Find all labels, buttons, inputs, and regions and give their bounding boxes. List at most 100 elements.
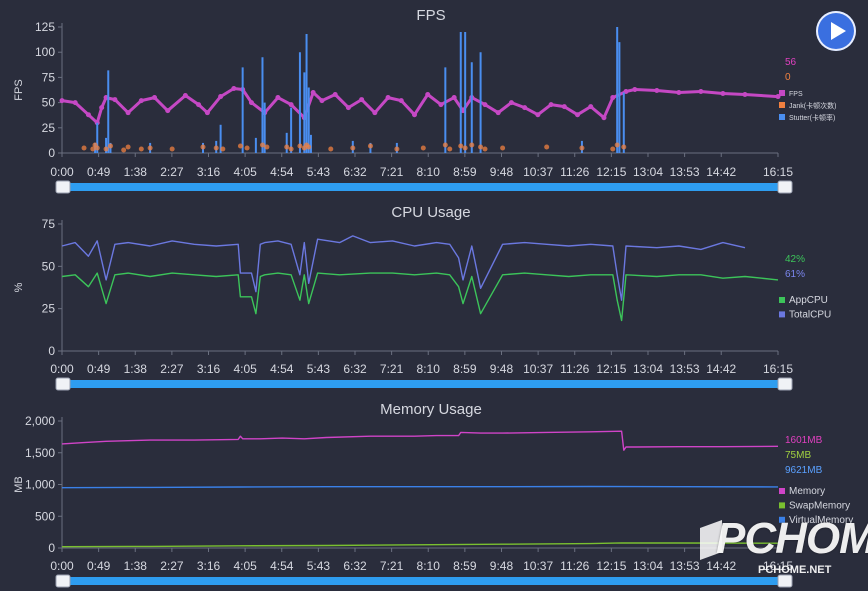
- fps-point: [125, 110, 131, 116]
- x-tick-label: 7:21: [380, 362, 404, 376]
- jank-marker: [469, 142, 475, 148]
- fps-point: [72, 100, 78, 106]
- jank-marker: [482, 146, 488, 152]
- x-tick-label: 16:15: [763, 559, 793, 573]
- jank-marker: [478, 144, 484, 150]
- jank-marker: [237, 143, 243, 149]
- x-tick-label: 8:10: [417, 165, 441, 179]
- jank-marker: [544, 144, 550, 150]
- x-tick-label: 16:15: [763, 165, 793, 179]
- fps-point: [548, 102, 554, 108]
- x-tick-label: 13:04: [633, 362, 663, 376]
- x-tick-label: 0:49: [87, 559, 111, 573]
- jank-marker: [350, 145, 356, 151]
- current-value: 42%: [785, 254, 805, 265]
- jank-marker: [328, 146, 334, 152]
- series-line: [61, 87, 779, 125]
- fps-point: [182, 93, 188, 99]
- fps-point: [332, 92, 338, 98]
- series-line: [61, 235, 746, 301]
- x-tick-label: 6:32: [343, 559, 367, 573]
- play-icon: [831, 22, 846, 40]
- fps-point: [248, 100, 254, 106]
- x-tick-label: 8:59: [453, 362, 477, 376]
- range-slider-handle-left[interactable]: [55, 180, 71, 194]
- legend-swatch: [779, 90, 785, 96]
- x-tick-label: 3:16: [197, 559, 221, 573]
- fps-point: [138, 98, 144, 104]
- x-tick-label: 0:00: [50, 165, 74, 179]
- x-tick-label: 11:26: [560, 362, 589, 376]
- jank-marker: [147, 145, 153, 151]
- x-tick-label: 8:10: [417, 559, 441, 573]
- x-tick-label: 13:53: [670, 165, 700, 179]
- range-slider-handle-left[interactable]: [55, 377, 71, 391]
- legend-label: TotalCPU: [789, 309, 831, 320]
- fps-point: [654, 88, 660, 94]
- y-tick-label: 50: [42, 259, 56, 273]
- jank-marker: [121, 147, 127, 153]
- range-slider-handle-left[interactable]: [55, 574, 71, 588]
- fps-point: [218, 94, 224, 100]
- x-tick-label: 4:05: [233, 165, 257, 179]
- fps-point: [425, 92, 431, 98]
- jank-marker: [213, 145, 219, 151]
- jank-marker: [610, 146, 616, 152]
- jank-marker: [90, 146, 96, 152]
- fps-point: [165, 108, 171, 114]
- fps-point: [59, 98, 65, 104]
- x-tick-label: 4:05: [233, 559, 257, 573]
- jank-marker: [220, 146, 226, 152]
- fps-point: [588, 104, 594, 110]
- jank-marker: [297, 143, 303, 149]
- x-tick-label: 12:15: [596, 362, 626, 376]
- jank-marker: [264, 144, 270, 150]
- x-tick-label: 8:59: [453, 165, 477, 179]
- x-tick-label: 0:49: [87, 362, 111, 376]
- jank-marker: [244, 145, 250, 151]
- x-tick-label: 1:38: [124, 559, 148, 573]
- fps-point: [152, 95, 158, 101]
- range-slider-handle-right[interactable]: [777, 180, 793, 194]
- x-tick-label: 13:53: [670, 559, 700, 573]
- series-line: [61, 485, 779, 489]
- y-tick-label: 50: [42, 96, 56, 110]
- fps-point: [742, 92, 748, 98]
- jank-marker: [447, 146, 453, 152]
- range-slider-handle-right[interactable]: [777, 574, 793, 588]
- jank-marker: [94, 145, 100, 151]
- y-axis-label: %: [13, 282, 25, 292]
- jank-marker: [169, 146, 175, 152]
- current-value: 61%: [785, 269, 805, 280]
- legend-label: VirtualMemory: [789, 515, 853, 526]
- fps-point: [275, 95, 281, 101]
- y-tick-label: 500: [35, 509, 55, 523]
- x-tick-label: 14:42: [706, 362, 736, 376]
- fps-point: [385, 95, 391, 101]
- x-tick-label: 3:16: [197, 362, 221, 376]
- fps-point: [522, 105, 528, 111]
- x-tick-label: 4:54: [270, 559, 294, 573]
- y-tick-label: 0: [48, 541, 55, 555]
- legend-label: Stutter(卡顿率): [789, 113, 835, 122]
- x-tick-label: 14:42: [706, 559, 736, 573]
- jank-marker: [259, 142, 265, 148]
- legend-label: Jank(卡顿次数): [789, 101, 836, 110]
- y-tick-label: 125: [35, 20, 55, 34]
- fps-point: [451, 95, 457, 101]
- play-button[interactable]: [816, 11, 856, 51]
- jank-marker: [614, 142, 620, 148]
- jank-marker: [284, 144, 290, 150]
- y-tick-label: 100: [35, 45, 55, 59]
- fps-point: [204, 110, 210, 116]
- x-tick-label: 2:27: [160, 165, 184, 179]
- jank-marker: [621, 144, 627, 150]
- fps-point: [411, 112, 417, 118]
- current-value: 0: [785, 72, 791, 83]
- y-tick-label: 0: [48, 146, 55, 160]
- x-tick-label: 10:37: [523, 165, 553, 179]
- series-line: [61, 272, 779, 322]
- range-slider-handle-right[interactable]: [777, 377, 793, 391]
- x-tick-label: 13:53: [670, 362, 700, 376]
